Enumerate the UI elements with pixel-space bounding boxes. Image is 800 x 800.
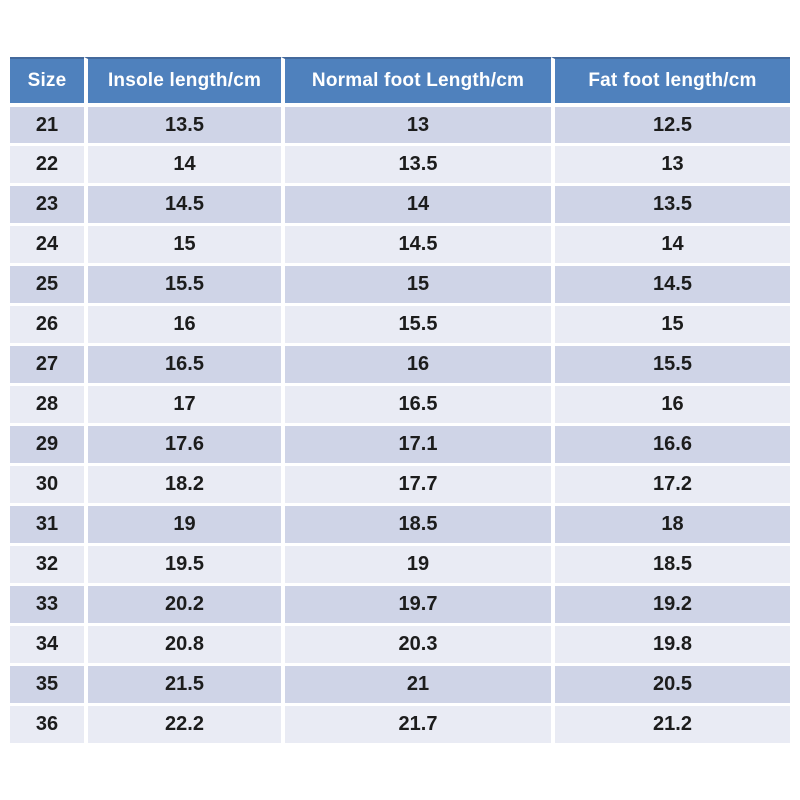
cell-size: 36: [10, 703, 84, 743]
cell-insole-length: 17: [84, 383, 281, 423]
table-row: 22 14 13.5 13: [10, 143, 790, 183]
cell-insole-length: 15: [84, 223, 281, 263]
table-body: 21 13.5 13 12.5 22 14 13.5 13 23 14.5 14 13.5 24 15 14…: [10, 103, 790, 743]
cell-insole-length: 15.5: [84, 263, 281, 303]
cell-insole-length: 16.5: [84, 343, 281, 383]
cell-fat-foot-length: 20.5: [551, 663, 790, 703]
cell-insole-length: 18.2: [84, 463, 281, 503]
cell-insole-length: 14: [84, 143, 281, 183]
cell-insole-length: 13.5: [84, 103, 281, 143]
column-header-fat-foot: Fat foot length/cm: [551, 57, 790, 103]
cell-size: 24: [10, 223, 84, 263]
cell-normal-foot-length: 15.5: [281, 303, 551, 343]
table-row: 36 22.2 21.7 21.2: [10, 703, 790, 743]
cell-size: 26: [10, 303, 84, 343]
cell-normal-foot-length: 16.5: [281, 383, 551, 423]
cell-fat-foot-length: 14: [551, 223, 790, 263]
cell-normal-foot-length: 14.5: [281, 223, 551, 263]
cell-insole-length: 22.2: [84, 703, 281, 743]
cell-fat-foot-length: 18.5: [551, 543, 790, 583]
cell-normal-foot-length: 13.5: [281, 143, 551, 183]
cell-fat-foot-length: 16.6: [551, 423, 790, 463]
cell-fat-foot-length: 13.5: [551, 183, 790, 223]
cell-fat-foot-length: 14.5: [551, 263, 790, 303]
cell-insole-length: 19.5: [84, 543, 281, 583]
cell-fat-foot-length: 13: [551, 143, 790, 183]
cell-size: 22: [10, 143, 84, 183]
cell-insole-length: 21.5: [84, 663, 281, 703]
table-row: 35 21.5 21 20.5: [10, 663, 790, 703]
column-header-insole: Insole length/cm: [84, 57, 281, 103]
cell-insole-length: 19: [84, 503, 281, 543]
cell-size: 29: [10, 423, 84, 463]
cell-normal-foot-length: 19: [281, 543, 551, 583]
cell-insole-length: 20.2: [84, 583, 281, 623]
column-header-normal-foot: Normal foot Length/cm: [281, 57, 551, 103]
cell-normal-foot-length: 14: [281, 183, 551, 223]
cell-size: 35: [10, 663, 84, 703]
cell-normal-foot-length: 21: [281, 663, 551, 703]
table-row: 27 16.5 16 15.5: [10, 343, 790, 383]
table-header: Size Insole length/cm Normal foot Length…: [10, 57, 790, 103]
cell-fat-foot-length: 19.8: [551, 623, 790, 663]
table-row: 23 14.5 14 13.5: [10, 183, 790, 223]
cell-insole-length: 14.5: [84, 183, 281, 223]
table-row: 31 19 18.5 18: [10, 503, 790, 543]
cell-fat-foot-length: 21.2: [551, 703, 790, 743]
table-row: 33 20.2 19.7 19.2: [10, 583, 790, 623]
cell-fat-foot-length: 18: [551, 503, 790, 543]
cell-normal-foot-length: 15: [281, 263, 551, 303]
cell-normal-foot-length: 17.7: [281, 463, 551, 503]
cell-size: 32: [10, 543, 84, 583]
table-row: 34 20.8 20.3 19.8: [10, 623, 790, 663]
cell-fat-foot-length: 12.5: [551, 103, 790, 143]
cell-fat-foot-length: 16: [551, 383, 790, 423]
cell-normal-foot-length: 13: [281, 103, 551, 143]
cell-size: 25: [10, 263, 84, 303]
header-row: Size Insole length/cm Normal foot Length…: [10, 57, 790, 103]
table-row: 32 19.5 19 18.5: [10, 543, 790, 583]
table-row: 30 18.2 17.7 17.2: [10, 463, 790, 503]
column-header-size: Size: [10, 57, 84, 103]
table-row: 24 15 14.5 14: [10, 223, 790, 263]
table-row: 26 16 15.5 15: [10, 303, 790, 343]
cell-size: 34: [10, 623, 84, 663]
cell-insole-length: 17.6: [84, 423, 281, 463]
cell-normal-foot-length: 18.5: [281, 503, 551, 543]
table-row: 28 17 16.5 16: [10, 383, 790, 423]
cell-insole-length: 20.8: [84, 623, 281, 663]
cell-fat-foot-length: 15: [551, 303, 790, 343]
cell-size: 23: [10, 183, 84, 223]
table-row: 21 13.5 13 12.5: [10, 103, 790, 143]
cell-insole-length: 16: [84, 303, 281, 343]
cell-fat-foot-length: 17.2: [551, 463, 790, 503]
cell-size: 30: [10, 463, 84, 503]
size-chart-table: Size Insole length/cm Normal foot Length…: [10, 57, 790, 743]
cell-normal-foot-length: 17.1: [281, 423, 551, 463]
cell-normal-foot-length: 20.3: [281, 623, 551, 663]
cell-size: 27: [10, 343, 84, 383]
table-row: 25 15.5 15 14.5: [10, 263, 790, 303]
cell-normal-foot-length: 16: [281, 343, 551, 383]
cell-size: 33: [10, 583, 84, 623]
cell-fat-foot-length: 19.2: [551, 583, 790, 623]
cell-size: 31: [10, 503, 84, 543]
table-row: 29 17.6 17.1 16.6: [10, 423, 790, 463]
cell-size: 28: [10, 383, 84, 423]
cell-fat-foot-length: 15.5: [551, 343, 790, 383]
cell-normal-foot-length: 21.7: [281, 703, 551, 743]
cell-normal-foot-length: 19.7: [281, 583, 551, 623]
cell-size: 21: [10, 103, 84, 143]
